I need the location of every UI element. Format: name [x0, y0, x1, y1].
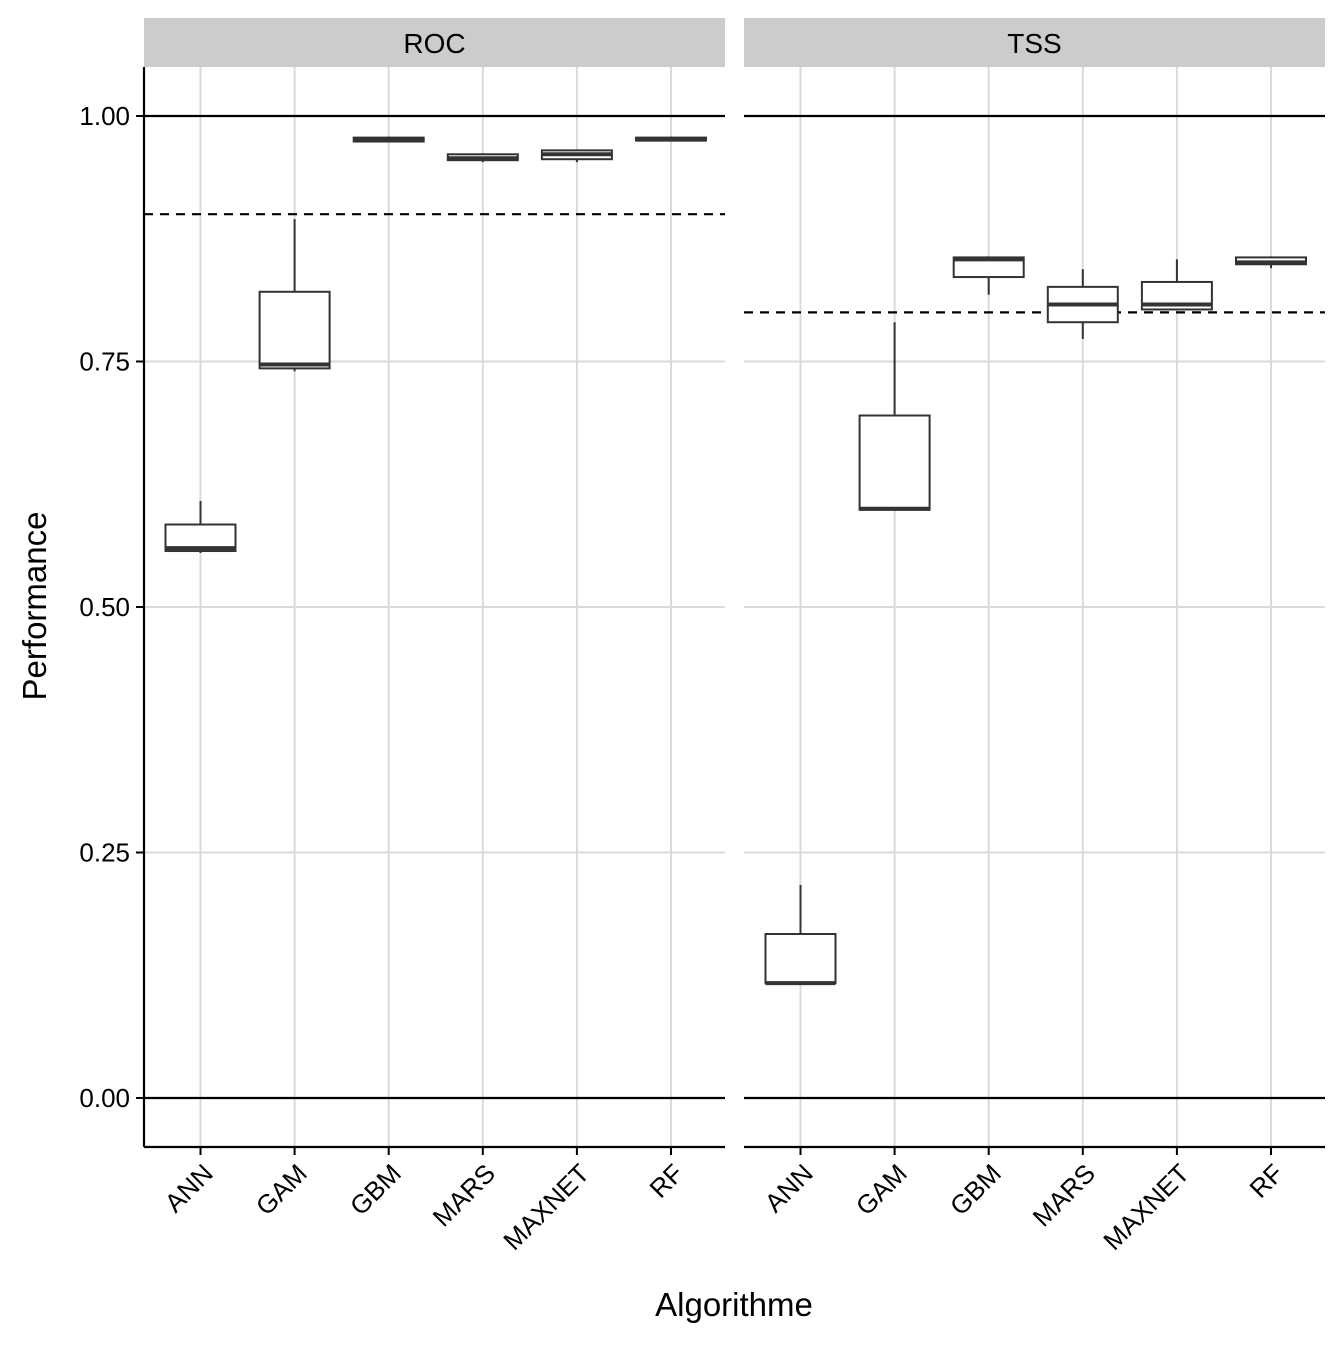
y-axis-title: Performance — [16, 512, 53, 701]
x-tick-label-roc-rf: RF — [644, 1158, 690, 1204]
box-roc-gam — [258, 290, 331, 370]
facet-strip-tss — [744, 18, 1325, 67]
x-tick-label-tss-gbm: GBM — [944, 1158, 1007, 1221]
x-axis-title: Algorithme — [655, 1286, 813, 1323]
y-tick-label-1: 0.25 — [79, 838, 130, 868]
x-tick-label-roc-gbm: GBM — [344, 1158, 407, 1221]
facet-strip-label-roc: ROC — [403, 28, 465, 59]
x-tick-label-tss-ann: ANN — [759, 1158, 819, 1218]
grid-layer — [144, 18, 1325, 1147]
box-tss-ann — [764, 933, 837, 985]
y-tick-label-2: 0.50 — [79, 592, 130, 622]
x-tick-label-tss-mars: MARS — [1027, 1158, 1101, 1232]
y-tick-label-4: 1.00 — [79, 101, 130, 131]
x-tick-label-roc-mars: MARS — [427, 1158, 501, 1232]
facet-strip-label-tss: TSS — [1007, 28, 1061, 59]
x-tick-label-roc-ann: ANN — [159, 1158, 219, 1218]
facet-strip-roc — [144, 18, 725, 67]
x-tick-label-tss-rf: RF — [1244, 1158, 1290, 1204]
box-tss-gam — [858, 414, 931, 511]
x-tick-label-tss-maxnet: MAXNET — [1097, 1158, 1195, 1256]
y-tick-label-0: 0.00 — [79, 1083, 130, 1113]
boxes-layer — [164, 136, 1307, 986]
x-tick-label-roc-maxnet: MAXNET — [497, 1158, 595, 1256]
x-tick-label-tss-gam: GAM — [850, 1158, 913, 1221]
y-tick-label-3: 0.75 — [79, 347, 130, 377]
x-tick-label-roc-gam: GAM — [250, 1158, 313, 1221]
axes-layer — [136, 67, 1325, 1155]
reference-lines-layer — [144, 114, 1325, 1100]
